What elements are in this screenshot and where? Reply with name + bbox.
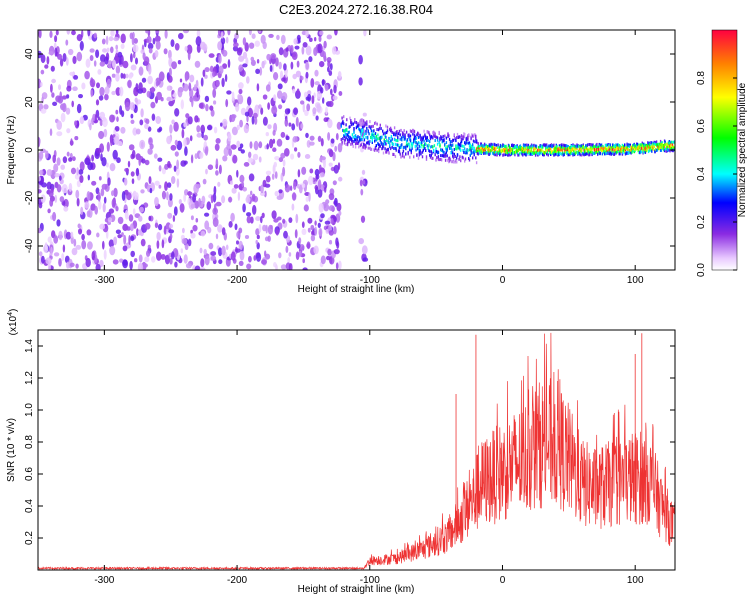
snr-ylabel: SNR (10 * v/v) — [6, 418, 17, 482]
heatmap-ytick-label: 0 — [24, 147, 35, 153]
snr-xtick-label: -300 — [94, 575, 114, 586]
heatmap-xtick-label: -100 — [360, 275, 380, 286]
heatmap-xtick-label: -200 — [227, 275, 247, 286]
heatmap-region-0 — [38, 30, 343, 270]
snr-xlabel: Height of straight line (km) — [298, 584, 415, 595]
snr-ytick-label: 0.2 — [24, 531, 35, 545]
heatmap-xtick-label: 100 — [627, 275, 644, 286]
colorbar-tick-label: 0.8 — [696, 71, 707, 85]
snr-ytick-label: 1.4 — [24, 339, 35, 353]
snr-xtick-label: 100 — [627, 575, 644, 586]
colorbar-ticks: 0.0 0.2 0.4 0.6 0.8 — [696, 71, 737, 277]
heatmap-ylabel: Frequency (Hz) — [6, 116, 17, 185]
snr-ytick-label: 1.2 — [24, 371, 35, 385]
heatmap-xtick-label: -300 — [94, 275, 114, 286]
snr-line-marks — [38, 332, 675, 570]
snr-ytick-label: 0.4 — [24, 499, 35, 513]
heatmap-xlabel: Height of straight line (km) — [298, 284, 415, 295]
heatmap-region-2 — [340, 115, 478, 165]
heatmap-ytick-label: 40 — [24, 48, 35, 60]
snr-xtick-label: -200 — [227, 575, 247, 586]
colorbar — [711, 29, 738, 271]
snr-xtick-label: -100 — [360, 575, 380, 586]
snr-series-line — [38, 332, 675, 570]
snr-ytick-label: 0.6 — [24, 467, 35, 481]
colorbar-tick-label: 0.4 — [696, 167, 707, 181]
snr-ytick-label: 0.8 — [24, 435, 35, 449]
heatmap-ytick-label: -40 — [24, 238, 35, 253]
snr-frame — [37, 329, 676, 571]
heatmap-region-3 — [475, 139, 675, 157]
colorbar-tick-label: 0.6 — [696, 119, 707, 133]
colorbar-tick-label: 0.2 — [696, 215, 707, 229]
heatmap-marks — [38, 30, 675, 270]
colorbar-label: Normalized spectral amplitude — [737, 82, 748, 217]
heatmap-ytick-label: -20 — [24, 190, 35, 205]
snr-xtick-label: 0 — [500, 575, 506, 586]
snr-ytick-label: 1.0 — [24, 403, 35, 417]
colorbar-tick-label: 0.0 — [696, 263, 707, 277]
snr-ticks: -300 -200 -100 0 100 0.2 0.4 0.6 0.8 1.0 1.2 1.4 — [24, 330, 675, 586]
heatmap-ytick-label: 20 — [24, 96, 35, 108]
snr-scale-label: (x104) — [7, 309, 19, 336]
heatmap-xtick-label: 0 — [500, 275, 506, 286]
chart-title: C2E3.2024.272.16.38.R04 — [279, 2, 433, 17]
